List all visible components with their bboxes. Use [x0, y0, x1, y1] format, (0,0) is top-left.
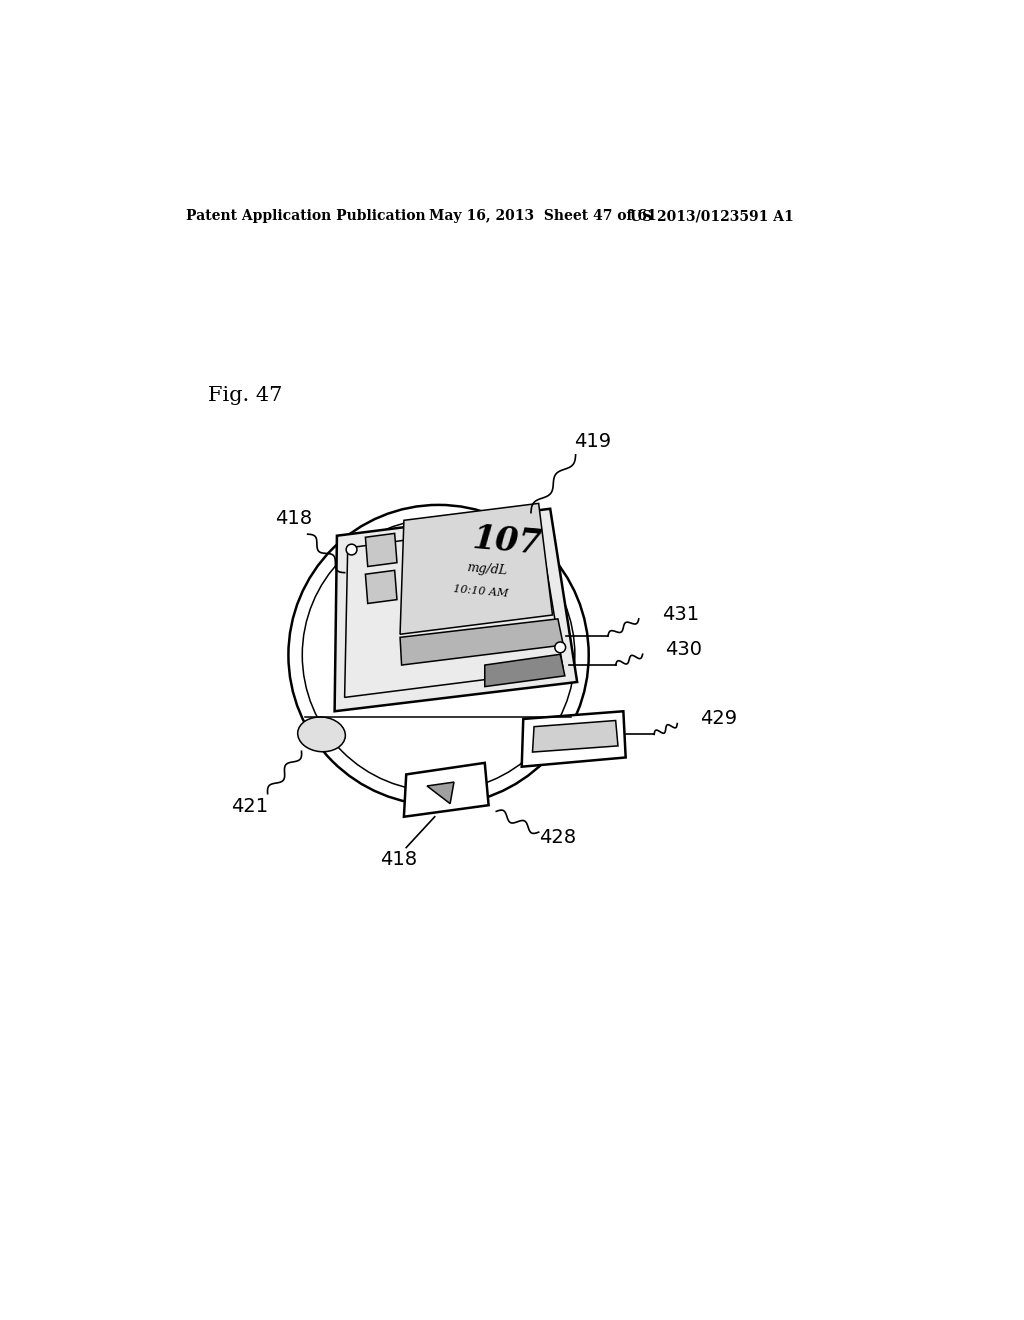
- Polygon shape: [484, 655, 565, 686]
- Polygon shape: [403, 763, 488, 817]
- Polygon shape: [532, 721, 617, 752]
- Text: 419: 419: [574, 432, 611, 451]
- Text: 418: 418: [380, 850, 417, 869]
- Text: 418: 418: [275, 510, 312, 528]
- Text: 10:10 AM: 10:10 AM: [453, 583, 509, 598]
- Text: May 16, 2013  Sheet 47 of 61: May 16, 2013 Sheet 47 of 61: [429, 209, 657, 223]
- Polygon shape: [400, 503, 553, 635]
- Polygon shape: [521, 711, 626, 767]
- Text: 430: 430: [665, 640, 701, 659]
- Text: 431: 431: [662, 605, 699, 624]
- Text: US 2013/0123591 A1: US 2013/0123591 A1: [630, 209, 794, 223]
- Polygon shape: [427, 781, 454, 804]
- Polygon shape: [366, 570, 397, 603]
- Polygon shape: [366, 533, 397, 566]
- Circle shape: [289, 506, 589, 805]
- Text: 421: 421: [231, 797, 268, 816]
- Polygon shape: [335, 508, 578, 711]
- Text: 429: 429: [700, 709, 737, 729]
- Ellipse shape: [298, 717, 345, 752]
- Text: mg/dL: mg/dL: [466, 561, 508, 578]
- Text: Fig. 47: Fig. 47: [208, 385, 282, 405]
- Circle shape: [346, 544, 357, 554]
- Polygon shape: [400, 619, 563, 665]
- Text: 107: 107: [472, 523, 544, 561]
- Text: 428: 428: [540, 828, 577, 847]
- Circle shape: [555, 642, 565, 653]
- Text: Patent Application Publication: Patent Application Publication: [186, 209, 426, 223]
